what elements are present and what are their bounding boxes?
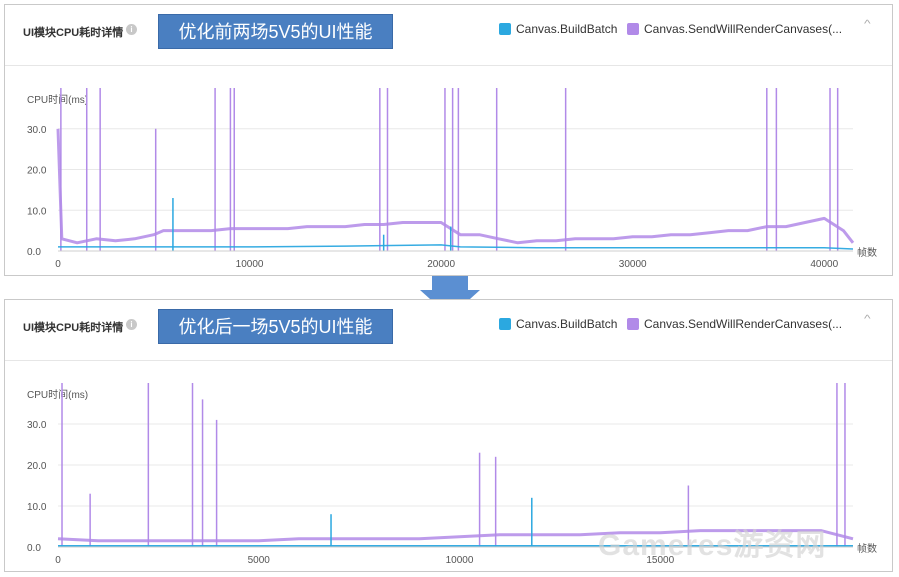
- x-tick-label: 30000: [619, 259, 647, 270]
- cpu-time-chart: 0.0 10.0 20.0 30.0 CPU时间(ms) 0 10000 20000 30000…: [27, 88, 877, 270]
- down-arrow-icon: [420, 276, 480, 317]
- y-axis-label: CPU时间(ms): [27, 93, 88, 106]
- chart-panel-before: UI模块CPU耗时详情 i 优化前两场5V5的UI性能 Canvas.Build…: [4, 4, 893, 276]
- legend-label: Canvas.BuildBatch: [516, 317, 618, 331]
- watermark: Gameres游资网: [598, 529, 827, 562]
- y-tick-label: 30.0: [27, 125, 47, 136]
- legend-item-send-will-render[interactable]: Canvas.SendWillRenderCanvases(...: [627, 317, 842, 331]
- y-tick-label: 0.0: [27, 247, 41, 258]
- legend-swatch: [627, 318, 639, 330]
- y-tick-label: 20.0: [27, 166, 47, 177]
- x-axis-label: 帧数: [857, 542, 877, 555]
- info-icon[interactable]: i: [126, 319, 137, 330]
- y-axis-label: CPU时间(ms): [27, 388, 88, 401]
- x-tick-label: 0: [55, 555, 61, 566]
- x-axis-label: 帧数: [857, 246, 877, 259]
- legend-label: Canvas.SendWillRenderCanvases(...: [644, 22, 843, 36]
- panel-header: UI模块CPU耗时详情 i 优化后一场5V5的UI性能 Canvas.Build…: [5, 300, 892, 361]
- x-tick-label: 10000: [236, 259, 264, 270]
- cpu-time-chart: 0.0 10.0 20.0 30.0 CPU时间(ms) 0 5000 10000 15000 帧…: [27, 383, 877, 566]
- x-tick-label: 0: [55, 259, 61, 270]
- legend-swatch: [499, 23, 511, 35]
- series-line: [56, 128, 855, 245]
- info-icon[interactable]: i: [126, 24, 137, 35]
- y-tick-label: 20.0: [27, 461, 47, 472]
- legend-swatch: [499, 318, 511, 330]
- x-tick-label: 20000: [427, 259, 455, 270]
- y-tick-label: 30.0: [27, 420, 47, 431]
- banner-label: 优化后一场5V5的UI性能: [158, 309, 393, 344]
- legend-label: Canvas.BuildBatch: [516, 22, 618, 36]
- x-tick-label: 15000: [646, 555, 674, 566]
- x-tick-label: 10000: [446, 555, 474, 566]
- y-tick-label: 10.0: [27, 502, 47, 513]
- y-tick-label: 10.0: [27, 206, 47, 217]
- legend-label: Canvas.SendWillRenderCanvases(...: [644, 317, 843, 331]
- legend-item-build-batch[interactable]: Canvas.BuildBatch: [499, 317, 617, 331]
- chart-panel-after: UI模块CPU耗时详情 i 优化后一场5V5的UI性能 Canvas.Build…: [4, 299, 893, 572]
- collapse-icon[interactable]: ^: [864, 314, 871, 325]
- y-tick-label: 0.0: [27, 543, 41, 554]
- panel-title: UI模块CPU耗时详情: [23, 27, 124, 39]
- legend-swatch: [627, 23, 639, 35]
- panel-title: UI模块CPU耗时详情: [23, 322, 124, 334]
- collapse-icon[interactable]: ^: [864, 19, 871, 30]
- banner-label: 优化前两场5V5的UI性能: [158, 14, 393, 49]
- legend-item-send-will-render[interactable]: Canvas.SendWillRenderCanvases(...: [627, 22, 842, 36]
- x-tick-label: 40000: [810, 259, 838, 270]
- series-line: [58, 244, 854, 250]
- legend-item-build-batch[interactable]: Canvas.BuildBatch: [499, 22, 617, 36]
- x-tick-label: 5000: [248, 555, 271, 566]
- panel-header: UI模块CPU耗时详情 i 优化前两场5V5的UI性能 Canvas.Build…: [5, 5, 892, 66]
